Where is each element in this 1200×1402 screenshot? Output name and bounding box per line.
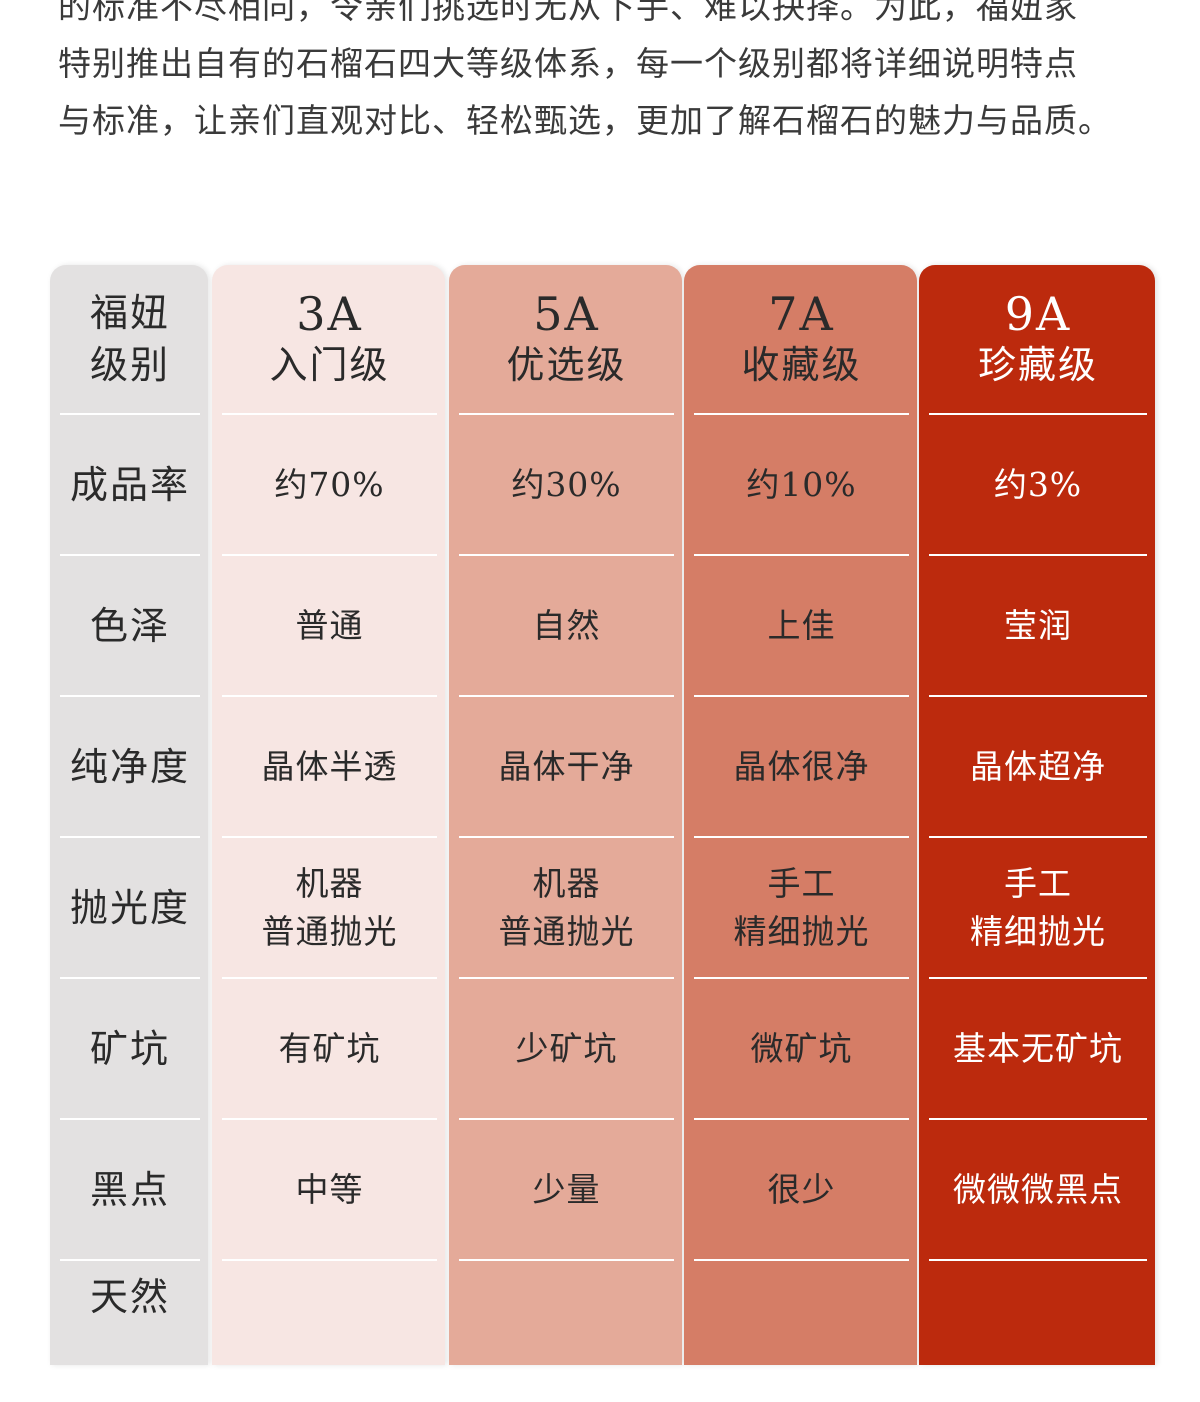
grade-name: 入门级 xyxy=(269,343,390,387)
value-polish-line: 普通抛光 xyxy=(498,911,635,951)
value-cell: 手工 精细抛光 xyxy=(929,838,1147,979)
header-label-cell: 福妞 级别 xyxy=(60,265,200,415)
value-cell: 莹润 xyxy=(929,556,1147,697)
value-cell: 有矿坑 xyxy=(222,979,437,1120)
row-label-cell: 纯净度 xyxy=(60,697,200,838)
value-cell: 晶体很净 xyxy=(694,697,909,838)
value-cell: 上佳 xyxy=(694,556,909,697)
value-cell: 手工 精细抛光 xyxy=(694,838,909,979)
value-black-spots: 很少 xyxy=(767,1169,836,1209)
intro-line: 特别推出自有的石榴石四大等级体系，每一个级别都将详细说明特点 xyxy=(58,44,1078,83)
value-clarity: 晶体超净 xyxy=(970,746,1106,786)
value-polish-line: 精细抛光 xyxy=(970,911,1106,951)
intro-paragraph: 的标准不尽相同，令亲们挑选时无从下手、难以抉择。为此，福妞家 特别推出自有的石榴… xyxy=(58,0,1188,149)
value-color: 自然 xyxy=(532,605,601,645)
row-label-pits: 矿坑 xyxy=(89,1026,170,1071)
value-polish-line: 机器 xyxy=(295,863,364,903)
value-polish-line: 手工 xyxy=(767,863,836,903)
grade-name: 珍藏级 xyxy=(977,343,1098,387)
value-cell: 微矿坑 xyxy=(694,979,909,1120)
grade-code: 9A xyxy=(1004,287,1072,341)
value-polish-line: 手工 xyxy=(1004,863,1072,903)
value-clarity: 晶体干净 xyxy=(498,746,635,786)
value-clarity: 晶体半透 xyxy=(261,746,398,786)
row-label-cell: 黑点 xyxy=(60,1120,200,1261)
grade-column-9a: 9A 珍藏级 约3% 莹润 晶体超净 手工 精细抛光 基本无矿坑 微微微黑点 xyxy=(919,265,1155,1365)
grade-header: 3A 入门级 xyxy=(222,265,437,415)
value-cell xyxy=(459,1261,674,1402)
value-cell: 机器 普通抛光 xyxy=(459,838,674,979)
grade-column-7a: 7A 收藏级 约10% 上佳 晶体很净 手工 精细抛光 微矿坑 很少 xyxy=(684,265,917,1365)
value-cell: 微微微黑点 xyxy=(929,1120,1147,1261)
grade-code: 3A xyxy=(296,287,363,341)
value-cell: 机器 普通抛光 xyxy=(222,838,437,979)
value-pits: 少矿坑 xyxy=(515,1028,618,1068)
value-cell: 少矿坑 xyxy=(459,979,674,1120)
value-yield: 约70% xyxy=(274,464,385,504)
grade-comparison-table: 福妞 级别 成品率 色泽 纯净度 抛光度 矿坑 黑点 天然 3A 入门级 约70… xyxy=(50,265,1155,1365)
grade-name: 优选级 xyxy=(506,343,627,387)
row-label-clarity: 纯净度 xyxy=(69,744,190,789)
grade-column-5a: 5A 优选级 约30% 自然 晶体干净 机器 普通抛光 少矿坑 少量 xyxy=(449,265,682,1365)
grade-column-3a: 3A 入门级 约70% 普通 晶体半透 机器 普通抛光 有矿坑 中等 xyxy=(212,265,445,1365)
value-pits: 基本无矿坑 xyxy=(953,1028,1123,1068)
value-cell: 普通 xyxy=(222,556,437,697)
value-cell xyxy=(222,1261,437,1402)
value-cell: 晶体超净 xyxy=(929,697,1147,838)
grade-header: 5A 优选级 xyxy=(459,265,674,415)
grade-header: 9A 珍藏级 xyxy=(929,265,1147,415)
row-label-color: 色泽 xyxy=(89,603,170,648)
value-cell: 约70% xyxy=(222,415,437,556)
value-clarity: 晶体很净 xyxy=(733,746,870,786)
grade-header: 7A 收藏级 xyxy=(694,265,909,415)
value-color: 上佳 xyxy=(767,605,836,645)
value-cell: 约10% xyxy=(694,415,909,556)
label-column: 福妞 级别 成品率 色泽 纯净度 抛光度 矿坑 黑点 天然 xyxy=(50,265,208,1365)
value-polish-line: 机器 xyxy=(532,863,601,903)
header-label-line: 级别 xyxy=(89,343,170,387)
grade-code: 5A xyxy=(533,287,600,341)
value-yield: 约3% xyxy=(993,464,1083,504)
value-cell: 中等 xyxy=(222,1120,437,1261)
value-cell: 约3% xyxy=(929,415,1147,556)
value-black-spots: 少量 xyxy=(532,1169,601,1209)
value-cell: 约30% xyxy=(459,415,674,556)
row-label-yield: 成品率 xyxy=(69,462,190,507)
value-cell: 基本无矿坑 xyxy=(929,979,1147,1120)
row-label-cell: 色泽 xyxy=(60,556,200,697)
value-yield: 约30% xyxy=(511,464,622,504)
intro-line: 与标准，让亲们直观对比、轻松甄选，更加了解石榴石的魅力与品质。 xyxy=(58,101,1112,140)
row-label-cell: 天然 xyxy=(60,1261,200,1402)
value-black-spots: 微微微黑点 xyxy=(953,1169,1123,1209)
grade-name: 收藏级 xyxy=(741,343,862,387)
value-pits: 微矿坑 xyxy=(750,1028,853,1068)
row-label-black-spots: 黑点 xyxy=(89,1167,170,1212)
value-polish-line: 普通抛光 xyxy=(261,911,398,951)
row-label-cell: 成品率 xyxy=(60,415,200,556)
value-cell xyxy=(694,1261,909,1402)
row-label-cell: 抛光度 xyxy=(60,838,200,979)
value-color: 普通 xyxy=(295,605,364,645)
row-label-cell: 矿坑 xyxy=(60,979,200,1120)
value-cell: 很少 xyxy=(694,1120,909,1261)
value-cell xyxy=(929,1261,1147,1402)
value-black-spots: 中等 xyxy=(295,1169,364,1209)
value-cell: 少量 xyxy=(459,1120,674,1261)
value-cell: 晶体半透 xyxy=(222,697,437,838)
value-cell: 自然 xyxy=(459,556,674,697)
row-label-polish: 抛光度 xyxy=(69,885,190,930)
value-yield: 约10% xyxy=(746,464,857,504)
value-color: 莹润 xyxy=(1004,605,1072,645)
grade-code: 7A xyxy=(768,287,835,341)
row-label-natural: 天然 xyxy=(89,1274,170,1319)
value-cell: 晶体干净 xyxy=(459,697,674,838)
header-label-line: 福妞 xyxy=(89,291,170,335)
value-polish-line: 精细抛光 xyxy=(733,911,870,951)
intro-line: 的标准不尽相同，令亲们挑选时无从下手、难以抉择。为此，福妞家 xyxy=(58,0,1078,26)
value-pits: 有矿坑 xyxy=(278,1028,381,1068)
